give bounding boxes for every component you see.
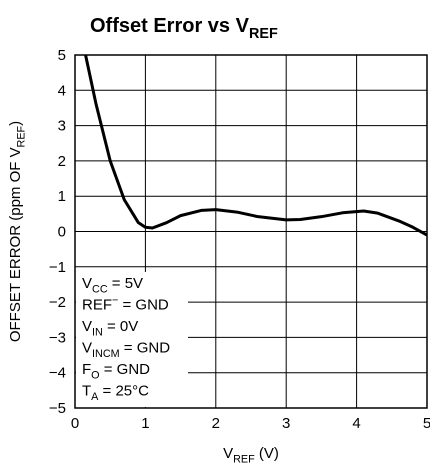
text-part: OFFSET ERROR (ppm OF V — [7, 147, 24, 342]
y-tick-label: 2 — [58, 153, 66, 170]
annotation: VCC = 5V — [82, 275, 143, 296]
text-part: REF — [82, 297, 112, 314]
annotation: VIN = 0V — [82, 318, 138, 339]
text-part: = 25°C — [98, 383, 149, 400]
text-part: F — [82, 361, 91, 378]
text-part: = 0V — [103, 318, 138, 335]
plot-frame — [74, 54, 428, 409]
text-part: O — [91, 370, 99, 382]
text-part: = GND — [118, 297, 169, 314]
x-tick-label: 3 — [282, 415, 290, 432]
x-tick-label: 0 — [71, 415, 79, 432]
text-part: = GND — [120, 340, 171, 357]
text-part: V — [82, 318, 92, 335]
text-part: − — [112, 295, 118, 307]
y-tick-label: 4 — [58, 82, 66, 99]
annotation: REF− = GND — [82, 295, 169, 314]
text-part: = 5V — [108, 275, 143, 292]
y-tick-label: 0 — [58, 224, 66, 241]
annotation: TA = 25°C — [82, 383, 149, 404]
text-part: CC — [92, 284, 108, 296]
x-tick-label: 4 — [352, 415, 360, 432]
text-part: V — [82, 275, 92, 292]
annotation-box — [76, 272, 188, 407]
text-part: INCM — [92, 348, 120, 360]
x-tick-label: 5 — [423, 415, 430, 432]
x-tick-label: 2 — [212, 415, 220, 432]
text-part: V — [82, 340, 92, 357]
text-part: IN — [92, 327, 103, 339]
x-axis-label: VREF (V) — [223, 445, 279, 466]
annotation: FO = GND — [82, 361, 150, 382]
text-part: Offset Error vs V — [90, 15, 250, 37]
text-part: REF — [233, 454, 255, 466]
y-tick-label: −1 — [49, 259, 66, 276]
x-tick-label: 1 — [141, 415, 149, 432]
text-part: = GND — [100, 361, 151, 378]
text-part: REF — [249, 26, 278, 42]
chart-title: Offset Error vs VREF — [90, 15, 278, 42]
y-tick-label: 3 — [58, 118, 66, 135]
y-tick-label: 5 — [58, 47, 66, 64]
text-part: A — [91, 391, 99, 403]
text-part: ) — [7, 121, 24, 126]
y-tick-label: −2 — [49, 294, 66, 311]
text-part: (V) — [255, 445, 279, 462]
annotation: VINCM = GND — [82, 340, 170, 361]
text-part: V — [223, 445, 233, 462]
y-tick-label: 1 — [58, 188, 66, 205]
line-series — [84, 54, 428, 237]
y-axis-label: OFFSET ERROR (ppm OF VREF) — [7, 121, 28, 342]
text-part: T — [82, 383, 91, 400]
y-tick-label: −4 — [49, 365, 66, 382]
text-part: REF — [16, 125, 28, 147]
y-tick-label: −3 — [49, 329, 66, 346]
y-tick-label: −5 — [49, 400, 66, 417]
